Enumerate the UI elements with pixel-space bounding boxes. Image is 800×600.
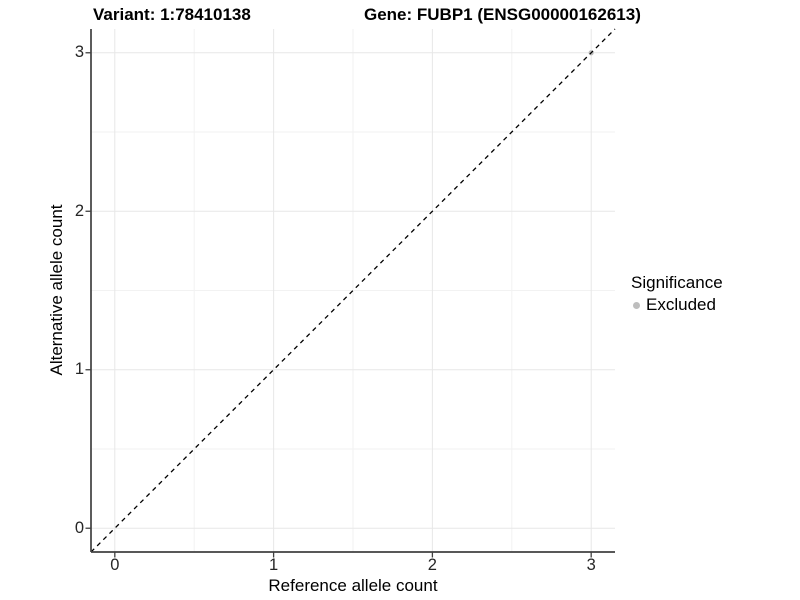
y-tick-label: 2	[74, 201, 84, 220]
identity-line	[90, 28, 616, 553]
legend: Significance Excluded	[631, 273, 723, 315]
plot-title-variant: Variant: 1:78410138	[93, 5, 251, 24]
y-tick-label: 3	[74, 43, 84, 62]
legend-point-swatch-icon	[633, 301, 640, 309]
plot-title-gene: Gene: FUBP1 (ENSG00000162613)	[364, 5, 641, 24]
y-tick-label: 0	[74, 518, 84, 537]
legend-entry-label: Excluded	[646, 295, 716, 314]
x-tick-label: 3	[586, 556, 596, 574]
x-tick-label: 2	[427, 556, 437, 574]
x-tick-label: 1	[269, 556, 279, 574]
x-tick-label: 0	[110, 556, 120, 574]
y-axis-title: Alternative allele count	[47, 204, 66, 376]
x-axis-title: Reference allele count	[268, 576, 438, 595]
legend-title: Significance	[631, 273, 723, 292]
legend-entry-excluded: Excluded	[633, 295, 723, 315]
y-tick-label: 1	[74, 360, 84, 379]
